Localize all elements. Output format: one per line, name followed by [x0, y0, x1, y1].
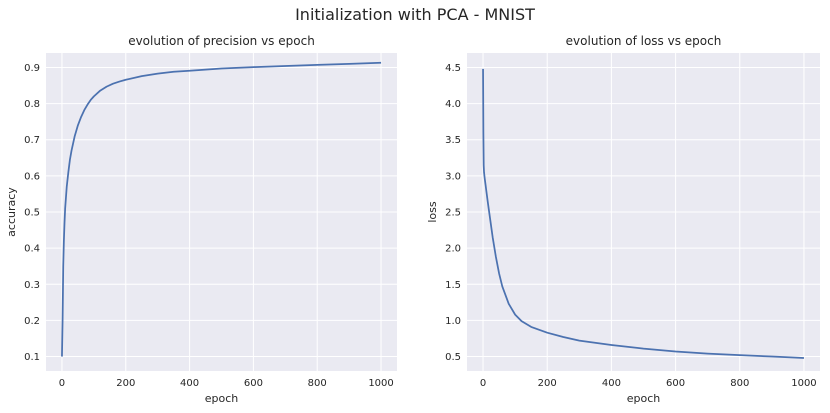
- precision-y-tick-label: 0.6: [24, 171, 40, 182]
- loss-x-tick-label: 0: [480, 378, 486, 389]
- precision-y-tick-label: 0.1: [24, 352, 40, 363]
- loss-y-tick-label: 3.0: [445, 171, 461, 182]
- figure-title: Initialization with PCA - MNIST: [295, 5, 535, 24]
- loss-series-line: [482, 68, 804, 359]
- loss-y-tick-label: 1.0: [445, 316, 461, 327]
- precision-x-tick-label: 800: [308, 378, 327, 389]
- loss-chart-title: evolution of loss vs epoch: [566, 34, 722, 48]
- precision-y-tick-label: 0.2: [24, 316, 40, 327]
- precision-series-line: [61, 61, 382, 357]
- loss-y-ticks: 0.5 1.0 1.5 2.0 2.5 3.0 3.5 4.0 4.5: [445, 63, 461, 363]
- precision-x-axis-label: epoch: [205, 392, 239, 405]
- precision-y-axis-label: accuracy: [5, 187, 18, 237]
- loss-x-tick-label: 1000: [791, 378, 816, 389]
- loss-y-tick-label: 4.0: [445, 99, 461, 110]
- precision-x-tick-label: 1000: [368, 378, 393, 389]
- loss-x-ticks: 0 200 400 600 800 1000: [480, 378, 817, 389]
- precision-y-tick-label: 0.9: [24, 63, 40, 74]
- precision-chart: 0 200 400 600 800 1000 0.10.20.30.40.50.60.70…: [5, 34, 397, 405]
- precision-x-tick-label: 600: [244, 378, 263, 389]
- loss-y-tick-label: 4.5: [445, 63, 461, 74]
- precision-y-ticks: 0.1 0.2 0.3 0.4 0.5 0.6 0.7 0.8 0.9: [24, 63, 40, 363]
- precision-y-tick-label: 0.4: [24, 244, 40, 255]
- precision-x-ticks: 0 200 400 600 800 1000: [59, 378, 394, 389]
- loss-y-axis-label: loss: [426, 201, 439, 223]
- precision-x-tick-label: 200: [116, 378, 135, 389]
- loss-x-axis-label: epoch: [627, 392, 661, 405]
- loss-y-tick-label: 2.0: [445, 244, 461, 255]
- loss-x-tick-label: 400: [602, 378, 621, 389]
- precision-x-tick-label: 0: [59, 378, 65, 389]
- precision-chart-title: evolution of precision vs epoch: [128, 34, 315, 48]
- loss-y-tick-label: 1.5: [445, 280, 461, 291]
- loss-y-tick-label: 3.5: [445, 135, 461, 146]
- precision-x-tick-label: 400: [180, 378, 199, 389]
- loss-x-tick-label: 200: [538, 378, 557, 389]
- loss-y-tick-label: 2.5: [445, 208, 461, 219]
- precision-y-tick-label: 0.5: [24, 208, 40, 219]
- loss-y-tick-label: 0.5: [445, 352, 461, 363]
- loss-x-tick-label: 800: [730, 378, 749, 389]
- precision-y-tick-label: 0.3: [24, 280, 40, 291]
- precision-y-tick-label: 0.8: [24, 99, 40, 110]
- precision-grid: [46, 53, 397, 371]
- precision-y-tick-label: 0.7: [24, 135, 40, 146]
- loss-chart: 0 200 400 600 800 1000 0.5 1.0 1.5 2.0 2.5 3.0 3.5 4…: [426, 34, 820, 405]
- loss-x-tick-label: 600: [666, 378, 685, 389]
